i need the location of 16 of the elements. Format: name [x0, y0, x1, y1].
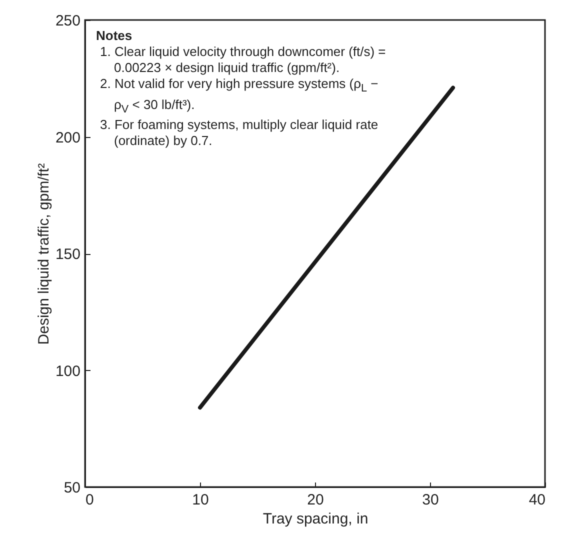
x-tick-label: 30 [422, 492, 439, 508]
y-tick-label: 50 [64, 480, 80, 496]
annotation: 3. For foaming systems, multiply clear liquid rate (ordinate) by 0.7. [99, 117, 380, 150]
y-tick-label: 150 [55, 246, 80, 263]
text: 2. Not valid for very high pressure systems (ρ$_{L}$ − ρ$_{V}$ < 30 lb/ft³). [100, 76, 378, 116]
x-tick-label: 0 [86, 492, 94, 508]
y-tick-label: 100 [55, 362, 80, 380]
y-tick-label: 200 [55, 129, 80, 146]
x-tick-label: 10 [192, 492, 209, 508]
annotation: 1. Clear liquid velocity through downcomer (ft/s) = 0.00223 × design liquid traffic (gpm/ft²). [99, 44, 387, 76]
y-tick-label: 250 [55, 12, 80, 30]
annotation: Notes [96, 28, 134, 44]
y-axis-title: Design liquid traffic, gpm/ft² [35, 163, 52, 345]
x-axis-title: Tray spacing, in [262, 510, 368, 528]
x-tick-label: 20 [307, 492, 324, 508]
x-tick-label: 40 [528, 492, 546, 508]
